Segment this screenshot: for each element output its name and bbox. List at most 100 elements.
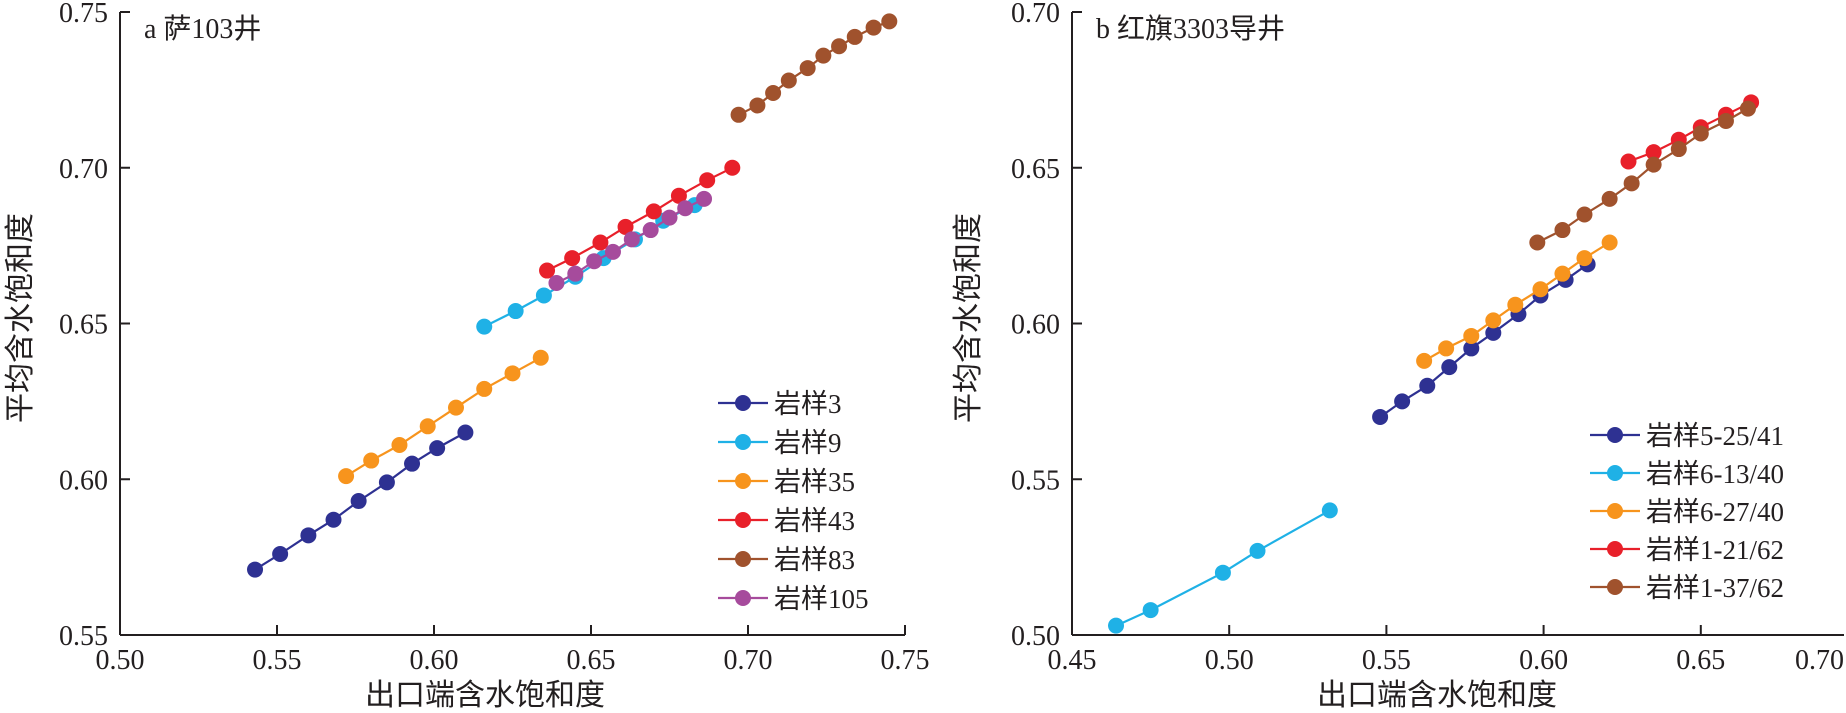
series-3-point	[404, 455, 421, 472]
legend-marker	[1607, 579, 1623, 595]
legend-item-105: 岩样105	[718, 584, 869, 614]
series-105-point	[696, 190, 713, 207]
series-83-point	[881, 13, 898, 30]
series-105-point	[586, 253, 603, 270]
legend-a: 岩样3 岩样9 岩样35 岩样43 岩样83 岩样105	[718, 389, 869, 614]
legend-item-1-21-62: 岩样1-21/62	[1590, 535, 1784, 565]
x-tick-label-b: 0.70	[1795, 645, 1844, 676]
series-35-point	[476, 380, 493, 397]
series-1-21-62-b	[1620, 94, 1760, 170]
legend-label: 岩样3	[774, 389, 842, 419]
series-5-25-41-point	[1463, 340, 1480, 357]
series-35-point	[363, 452, 380, 469]
legend-label: 岩样5-25/41	[1646, 421, 1784, 451]
series-1-37-62-point	[1529, 234, 1546, 251]
plot-area-b: 0.45 0.50 0.55 0.60 0.65 0.700.500.550.600.65…	[1011, 0, 1844, 676]
chart-title-b: b 红旗3303导井	[1096, 13, 1285, 45]
series-83-point	[730, 106, 747, 123]
series-6-27-40-point	[1485, 312, 1502, 329]
legend-marker	[1607, 541, 1623, 557]
series-1-21-62-point	[1645, 144, 1662, 161]
y-tick-label-b: 0.70	[1011, 0, 1060, 29]
series-6-27-40-point	[1507, 296, 1524, 313]
legend-item-9: 岩样9	[718, 428, 842, 458]
x-tick-label-a: 0.60	[410, 645, 459, 676]
series-6-27-40-point	[1416, 352, 1433, 369]
series-5-25-41-line	[1379, 263, 1589, 418]
series-105-point	[604, 243, 621, 260]
x-tick-label-b: 0.60	[1519, 645, 1568, 676]
series-6-13-40-point	[1108, 617, 1125, 634]
series-6-13-40-b	[1108, 502, 1338, 634]
legend-item-6-27-40: 岩样6-27/40	[1590, 497, 1784, 527]
series-3-a	[247, 424, 474, 578]
series-1-37-62-point	[1576, 206, 1593, 223]
legend-marker	[1607, 465, 1623, 481]
series-3-point	[350, 493, 367, 510]
legend-label: 岩样6-27/40	[1646, 497, 1784, 527]
series-105-point	[567, 265, 584, 282]
legend-marker	[735, 551, 751, 567]
series-43-a	[539, 159, 741, 279]
legend-item-5-25-41: 岩样5-25/41	[1590, 421, 1784, 451]
series-43-point	[670, 187, 687, 204]
series-105-point	[642, 222, 659, 239]
series-9-point	[507, 303, 524, 320]
y-tick-label-a: 0.60	[59, 465, 108, 496]
series-43-point	[564, 250, 581, 267]
legend-marker	[1607, 427, 1623, 443]
series-35-point	[532, 349, 549, 366]
x-tick-label-b: 0.55	[1362, 645, 1411, 676]
legend-marker	[735, 590, 751, 606]
series-1-37-62-point	[1670, 141, 1687, 158]
series-1-37-62-point	[1554, 222, 1571, 239]
series-9-point	[535, 287, 552, 304]
series-35-point	[338, 468, 355, 485]
series-105-a	[548, 190, 713, 292]
legend-item-83: 岩样83	[718, 545, 855, 575]
legend-item-43: 岩样43	[718, 506, 855, 536]
series-5-25-41-point	[1419, 377, 1436, 394]
series-83-point	[765, 84, 782, 101]
legend-label: 岩样1-37/62	[1646, 573, 1784, 603]
x-tick-label-a: 0.50	[96, 645, 145, 676]
x-tick-label-b: 0.50	[1205, 645, 1254, 676]
series-43-point	[645, 203, 662, 220]
series-35-point	[391, 436, 408, 453]
series-1-37-62-point	[1692, 125, 1709, 142]
series-6-27-40-point	[1601, 234, 1618, 251]
y-tick-label-a: 0.70	[59, 154, 108, 185]
series-1-37-62-point	[1645, 156, 1662, 173]
series-35-point	[419, 418, 436, 435]
series-5-25-41-point	[1485, 324, 1502, 341]
series-5-25-41-point	[1372, 408, 1389, 425]
series-83-line	[738, 20, 890, 116]
y-axis-label-b: 平均含水饱和度	[952, 213, 985, 423]
x-tick-label-b: 0.65	[1676, 645, 1725, 676]
series-9-point	[476, 318, 493, 335]
series-83-point	[815, 47, 832, 64]
y-tick-label-b: 0.60	[1011, 310, 1060, 341]
series-105-point	[661, 209, 678, 226]
legend-label: 岩样1-21/62	[1646, 535, 1784, 565]
series-6-13-40-point	[1214, 564, 1231, 581]
series-1-37-62-point	[1601, 190, 1618, 207]
series-83-point	[865, 19, 882, 36]
series-105-point	[677, 200, 694, 217]
series-35-point	[447, 399, 464, 416]
legend-label: 岩样105	[774, 584, 869, 614]
legend-marker	[735, 473, 751, 489]
series-6-13-40-point	[1249, 542, 1266, 559]
series-6-27-40-b	[1416, 234, 1618, 369]
series-3-point	[272, 546, 289, 563]
legend-item-3: 岩样3	[718, 389, 842, 419]
series-105-point	[548, 275, 565, 292]
legend-marker	[735, 395, 751, 411]
series-43-point	[724, 159, 741, 176]
y-tick-label-b: 0.65	[1011, 154, 1060, 185]
x-tick-label-a: 0.75	[881, 645, 930, 676]
y-axis-label-a: 平均含水饱和度	[4, 213, 37, 423]
series-1-21-62-point	[1620, 153, 1637, 170]
series-6-13-40-point	[1142, 602, 1159, 619]
y-tick-label-a: 0.65	[59, 310, 108, 341]
